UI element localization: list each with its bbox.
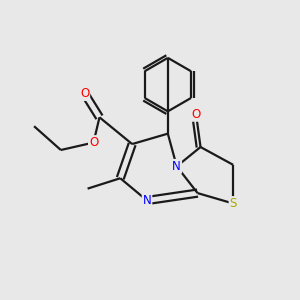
Text: O: O [89, 136, 98, 149]
Text: O: O [191, 108, 201, 121]
Text: N: N [172, 160, 181, 173]
Text: O: O [80, 87, 89, 100]
Text: S: S [230, 197, 237, 210]
Text: N: N [143, 194, 152, 207]
